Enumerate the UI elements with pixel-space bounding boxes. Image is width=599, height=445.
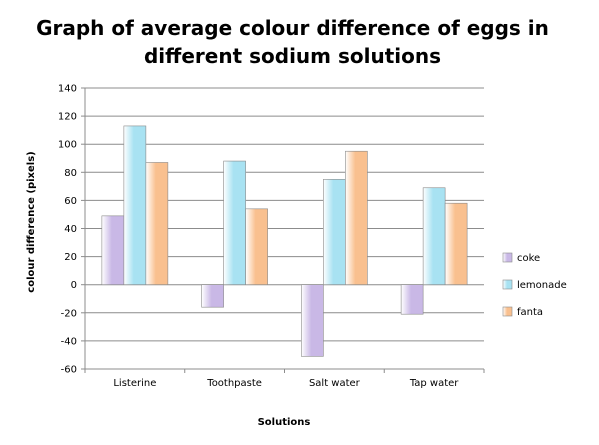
bar-fanta-toothpaste (245, 208, 268, 286)
bar-fanta-tap-water (444, 202, 468, 286)
y-axis-title: colour difference (pixels) (26, 151, 37, 292)
y-tick-label: 140 (58, 84, 77, 95)
y-tick-label: -20 (61, 308, 77, 319)
y-tick-label: -40 (61, 336, 77, 347)
y-tick-label: 60 (64, 196, 77, 207)
bar-lemonade-listerine (123, 125, 147, 285)
bar-coke-salt-water (301, 284, 324, 357)
legend-swatch-lemonade (502, 279, 513, 290)
bar-lemonade-toothpaste (223, 160, 246, 285)
legend-swatch-fanta (502, 306, 513, 317)
x-tick-label: Listerine (113, 378, 156, 389)
legend: coke lemonade fanta (502, 252, 567, 318)
bar-coke-tap-water (400, 284, 424, 315)
legend-label-lemonade: lemonade (517, 280, 567, 291)
x-tick-label: Salt water (309, 378, 361, 389)
x-tick-label: Tap water (409, 378, 459, 389)
bar-lemonade-tap-water (422, 187, 446, 286)
chart-title: Graph of average colour difference of eg… (0, 14, 585, 70)
axes (84, 88, 485, 373)
y-tick-label: 100 (58, 140, 77, 151)
y-tick-label: 120 (58, 112, 77, 123)
bar-fanta-salt-water (345, 150, 368, 286)
y-tick-label: 80 (64, 168, 77, 179)
y-tick-label: 0 (71, 280, 77, 291)
bars (101, 125, 468, 357)
legend-label-coke: coke (517, 253, 540, 264)
y-tick-label: 40 (64, 224, 77, 235)
chart-title-line-1: Graph of average colour difference of eg… (36, 16, 549, 40)
x-tick-label: Toothpaste (206, 378, 262, 389)
legend-swatch-coke (502, 252, 513, 263)
x-axis-ticks: Listerine Toothpaste Salt water Tap water (113, 378, 459, 389)
bar-coke-listerine (101, 215, 125, 285)
bar-coke-toothpaste (201, 284, 224, 308)
chart-title-line-2: different sodium solutions (143, 44, 442, 68)
bar-fanta-listerine (145, 162, 169, 285)
y-tick-label: 20 (64, 252, 77, 263)
x-axis-title: Solutions (258, 417, 311, 428)
y-axis-ticks: 140 120 100 80 60 40 20 0 -20 -40 -60 (58, 84, 77, 376)
legend-label-fanta: fanta (517, 307, 543, 318)
bar-lemonade-salt-water (323, 179, 346, 285)
y-tick-label: -60 (61, 365, 77, 376)
